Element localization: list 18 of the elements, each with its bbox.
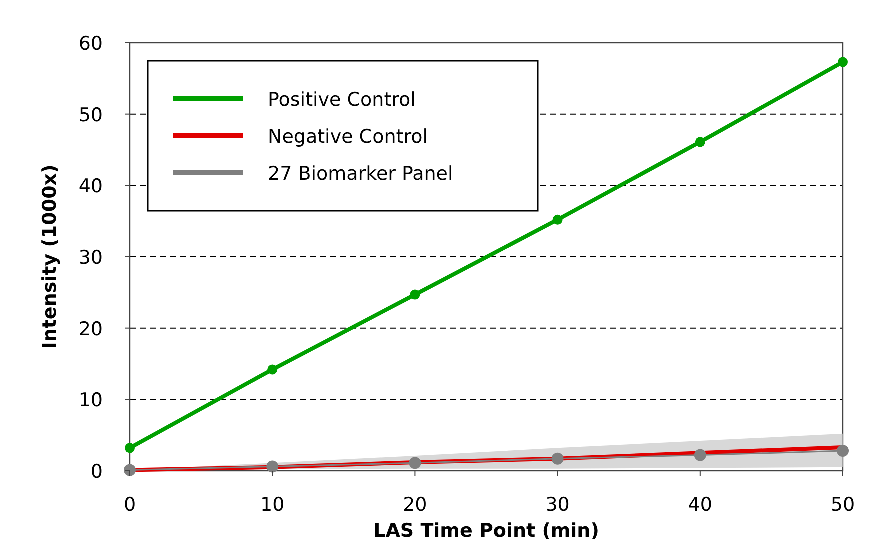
x-tick-label: 40 <box>688 494 712 516</box>
y-axis-title: Intensity (1000x) <box>39 164 61 350</box>
y-tick-label: 40 <box>78 176 103 198</box>
y-tick-label: 10 <box>78 390 103 412</box>
legend-label: Positive Control <box>268 89 416 111</box>
y-tick-label: 50 <box>78 104 103 126</box>
y-tick-label: 30 <box>78 247 103 269</box>
x-tick-label: 50 <box>830 494 856 516</box>
x-tick-label: 10 <box>260 494 285 516</box>
x-axis-title: LAS Time Point (min) <box>374 520 600 541</box>
y-tick-label: 60 <box>78 33 103 55</box>
y-tick-label: 20 <box>78 318 103 340</box>
x-tick-label: 30 <box>546 494 570 516</box>
x-tick-label: 0 <box>124 494 136 516</box>
x-tick-label: 20 <box>403 494 428 516</box>
legend-label: Negative Control <box>268 126 428 148</box>
y-tick-label: 0 <box>90 461 103 483</box>
legend-label: 27 Biomarker Panel <box>268 163 454 185</box>
